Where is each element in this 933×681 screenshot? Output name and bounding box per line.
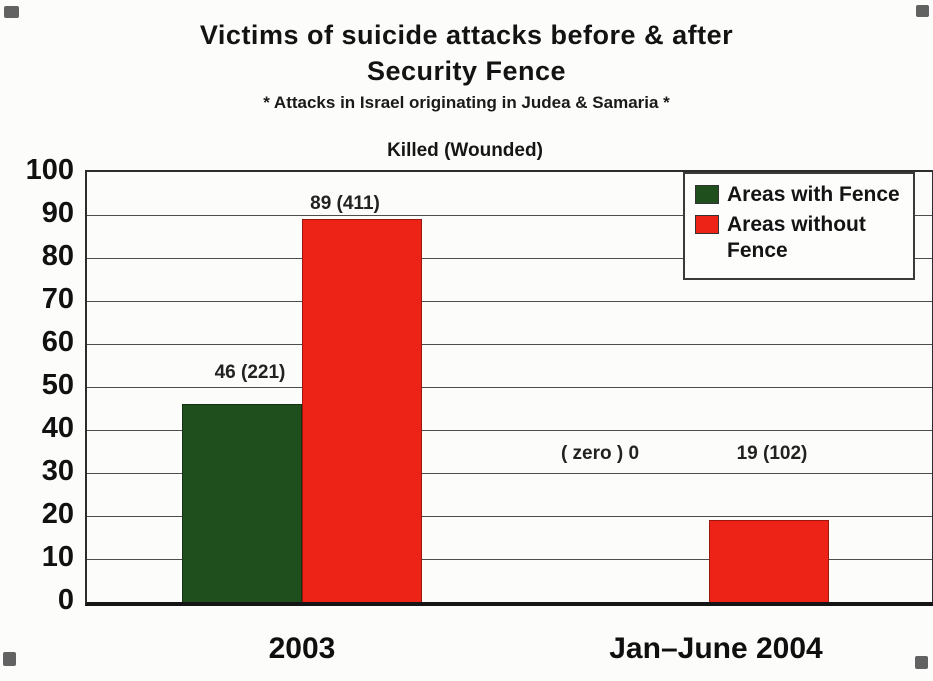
y-tick-label: 30 (41, 455, 74, 487)
gridline (87, 344, 932, 345)
legend-item-label: Areas with Fence (727, 183, 900, 206)
y-tick-label: 90 (41, 197, 74, 229)
legend-swatch (695, 215, 719, 234)
x-axis-label: 2003 (268, 632, 336, 665)
x-axis-label: Jan–June 2004 (609, 632, 823, 665)
legend-item: Areas without Fence (693, 212, 905, 264)
legend: Areas with Fence Areas without Fence (683, 172, 915, 280)
y-tick-label: 40 (41, 412, 74, 444)
gridline (87, 559, 932, 560)
bar-areas-without-fence (709, 520, 829, 602)
gridline (87, 473, 932, 474)
bar-areas-without-fence (302, 219, 422, 602)
y-tick-label: 20 (41, 498, 74, 530)
y-tick-label: 10 (41, 541, 74, 573)
chart-title-line2: Security Fence (366, 56, 567, 86)
scan-artifact (3, 652, 16, 666)
axis-note: Killed (Wounded) (387, 140, 543, 161)
y-tick-label: 50 (41, 369, 74, 401)
y-tick-label: 80 (41, 240, 74, 272)
y-tick-label: 60 (41, 326, 74, 358)
bar-value-label: 46 (221) (214, 362, 286, 383)
scan-artifact (915, 656, 928, 669)
chart-subtitle: * Attacks in Israel originating in Judea… (263, 93, 670, 112)
bar-areas-with-fence (182, 404, 302, 602)
bar-value-label: 89 (411) (310, 193, 380, 214)
chart-title-line1: Victims of suicide attacks before & afte… (199, 20, 734, 50)
y-tick-label: 100 (25, 154, 74, 186)
legend-item: Areas with Fence (693, 182, 905, 208)
gridline (87, 215, 932, 216)
gridline (87, 301, 932, 302)
gridline (87, 516, 932, 517)
gridline (87, 387, 932, 388)
bar-value-label: ( zero ) 0 (560, 443, 640, 464)
scan-artifact (4, 6, 19, 18)
legend-item-label: Areas without Fence (727, 213, 866, 262)
y-tick-label: 70 (41, 283, 74, 315)
gridline (87, 258, 932, 259)
scan-artifact (916, 5, 929, 17)
legend-swatch (695, 185, 719, 204)
bar-value-label: 19 (102) (736, 443, 808, 464)
gridline (87, 430, 932, 431)
y-tick-label: 0 (57, 584, 74, 616)
